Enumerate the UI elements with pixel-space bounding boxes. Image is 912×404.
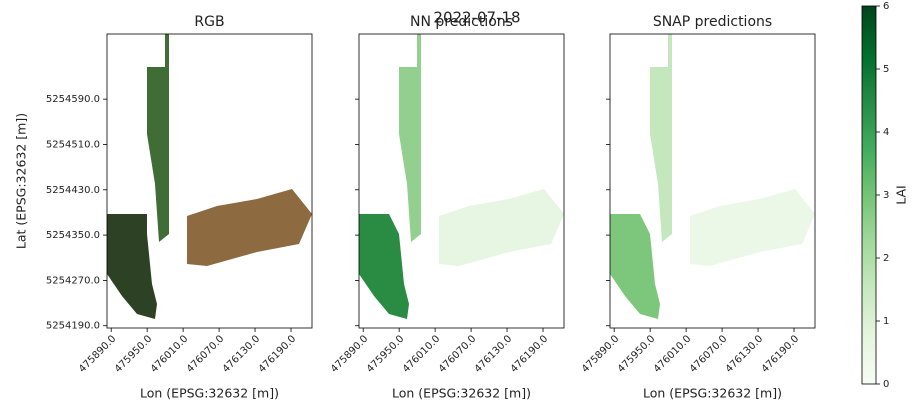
x-tick-label: 475890.0 (580, 333, 622, 375)
axes-frame (106, 33, 313, 329)
x-tick-label: 476190.0 (257, 333, 299, 375)
x-tick-label: 476070.0 (185, 333, 227, 375)
y-tick-label: 5254510.0 (46, 139, 100, 150)
raster-snap (610, 34, 815, 319)
colorbar (861, 5, 877, 385)
colorbar-tick-label: 0 (883, 379, 889, 390)
colorbar-tick-label: 2 (883, 253, 889, 264)
axes-title: NN predictions (410, 14, 513, 30)
x-tick-label: 476010.0 (149, 333, 191, 375)
x-tick-label: 476190.0 (760, 333, 802, 375)
axes-frame (609, 33, 816, 329)
figure-title: 2022-07-18 (433, 9, 520, 27)
x-tick-label: 475950.0 (616, 333, 658, 375)
axes-title: RGB (194, 14, 224, 30)
x-tick-label: 475950.0 (113, 333, 155, 375)
x-tick-label: 476190.0 (509, 333, 551, 375)
colorbar-tick-label: 1 (883, 316, 889, 327)
colorbar-tick-label: 3 (883, 190, 889, 201)
x-tick-label: 476130.0 (724, 333, 766, 375)
x-tick-label: 476010.0 (652, 333, 694, 375)
y-tick-label: 5254190.0 (46, 321, 100, 332)
x-axis-label: Lon (EPSG:32632 [m]) (140, 386, 279, 401)
axes-title: SNAP predictions (653, 14, 772, 30)
x-tick-label: 476130.0 (221, 333, 263, 375)
colorbar-tick-label: 6 (883, 1, 889, 12)
x-tick-label: 475950.0 (365, 333, 407, 375)
x-axis-label: Lon (EPSG:32632 [m]) (643, 386, 782, 401)
y-axis-label: Lat (EPSG:32632 [m]) (14, 113, 29, 249)
x-tick-label: 475890.0 (77, 333, 119, 375)
x-tick-label: 476070.0 (688, 333, 730, 375)
x-tick-label: 476070.0 (437, 333, 479, 375)
colorbar-tick-label: 4 (883, 127, 889, 138)
y-tick-label: 5254590.0 (46, 94, 100, 105)
x-tick-label: 476010.0 (401, 333, 443, 375)
y-tick-label: 5254350.0 (46, 230, 100, 241)
axes-frame (358, 33, 565, 329)
colorbar-tick-label: 5 (883, 64, 889, 75)
raster-rgb (107, 34, 312, 319)
x-axis-label: Lon (EPSG:32632 [m]) (392, 386, 531, 401)
y-tick-label: 5254430.0 (46, 185, 100, 196)
x-tick-label: 475890.0 (329, 333, 371, 375)
raster-nn (359, 34, 564, 319)
x-tick-label: 476130.0 (473, 333, 515, 375)
colorbar-label: LAI (894, 185, 909, 205)
y-tick-label: 5254270.0 (46, 275, 100, 286)
